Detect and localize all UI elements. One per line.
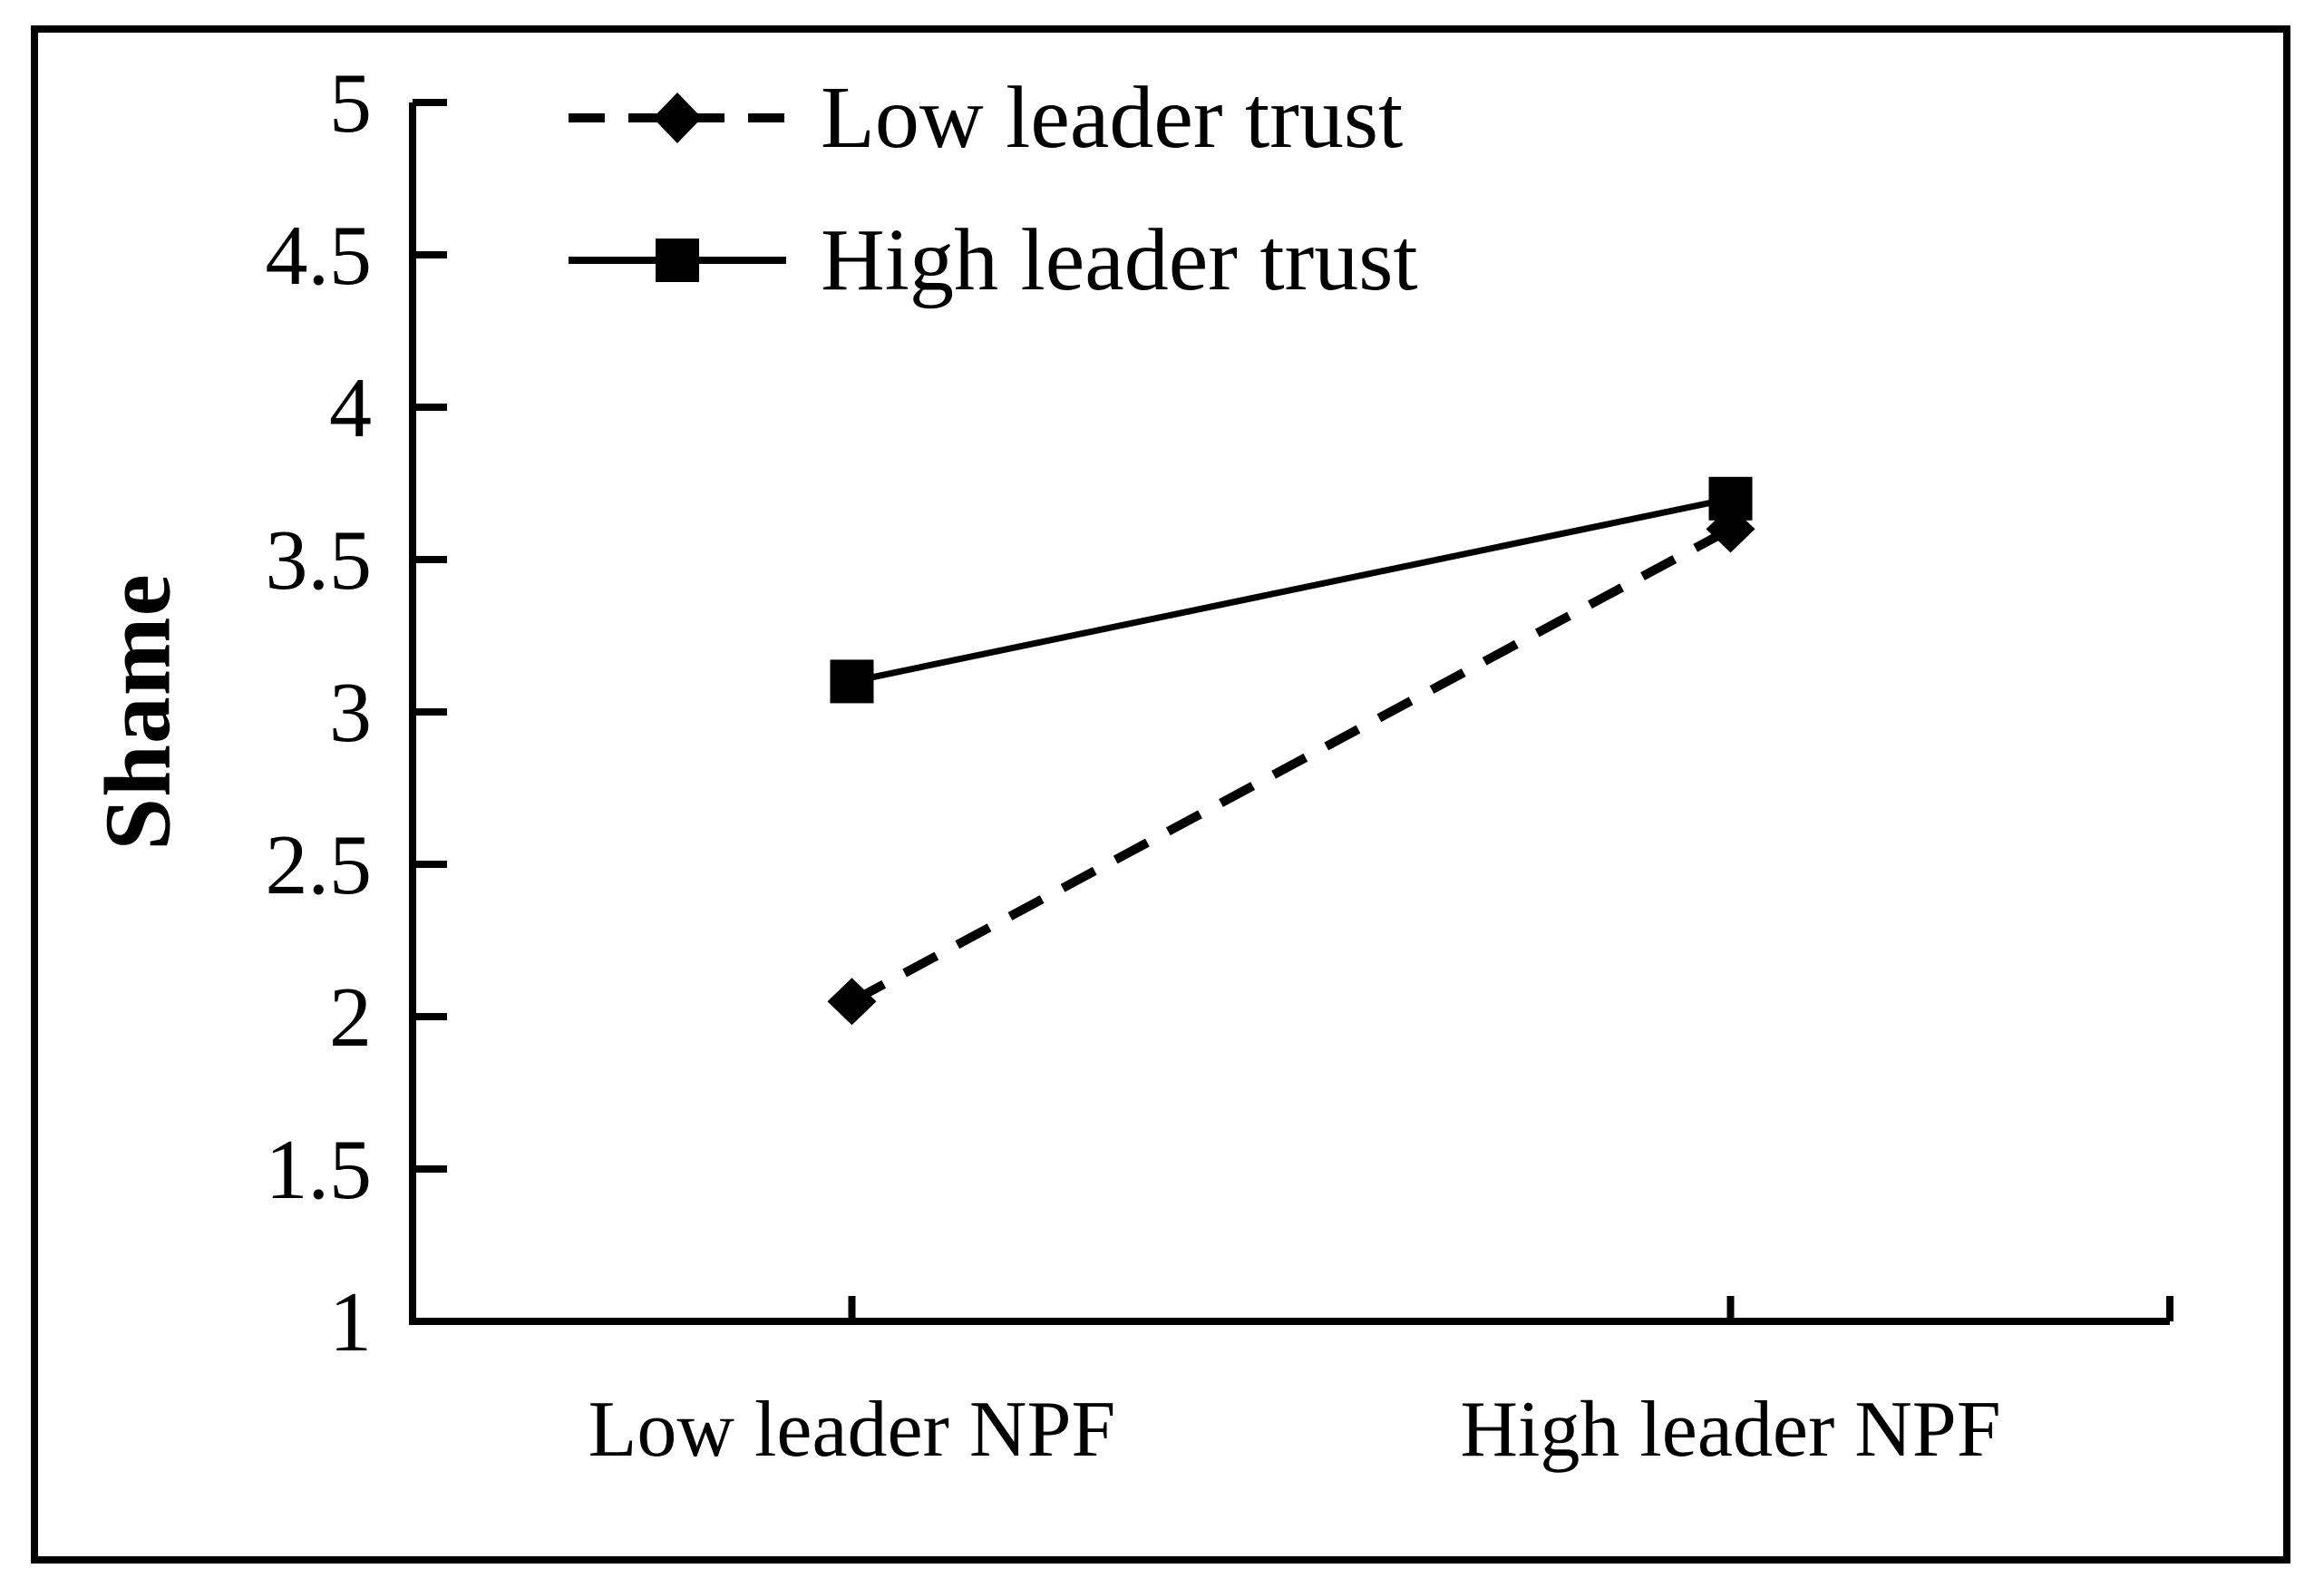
y-tick-label: 1 — [329, 1275, 372, 1369]
square-marker-icon — [656, 239, 699, 282]
series-line-dashed — [850, 524, 1733, 1006]
legend: Low leader trust High leader trust — [567, 63, 1418, 348]
y-tick-label: 3.5 — [266, 513, 373, 608]
series-line-solid — [851, 495, 1732, 685]
y-tick-label: 4.5 — [266, 209, 373, 303]
y-tick-label: 2 — [329, 970, 372, 1065]
y-tick-label: 1.5 — [266, 1123, 373, 1217]
y-tick-label: 5 — [329, 56, 372, 151]
square-marker-icon — [1708, 476, 1753, 521]
solid-square-swatch — [569, 239, 786, 282]
y-axis-title: Shame — [85, 573, 190, 851]
dashed-diamond-swatch — [569, 93, 786, 143]
y-tick-label: 2.5 — [266, 818, 373, 912]
legend-label-low-trust: Low leader trust — [821, 69, 1404, 167]
figure-frame — [31, 25, 2290, 1564]
square-marker-icon — [830, 659, 874, 704]
diamond-marker-icon — [827, 978, 877, 1026]
legend-label-high-trust: High leader trust — [821, 211, 1418, 309]
y-tick-label: 4 — [329, 361, 372, 455]
x-category-label: Low leader NPF — [588, 1386, 1116, 1474]
legend-entry-low-trust: Low leader trust — [567, 63, 1418, 172]
x-category-label: High leader NPF — [1460, 1386, 2000, 1474]
diamond-marker-icon — [653, 93, 702, 143]
legend-entry-high-trust: High leader trust — [567, 206, 1418, 315]
y-tick-label: 3 — [329, 666, 372, 760]
